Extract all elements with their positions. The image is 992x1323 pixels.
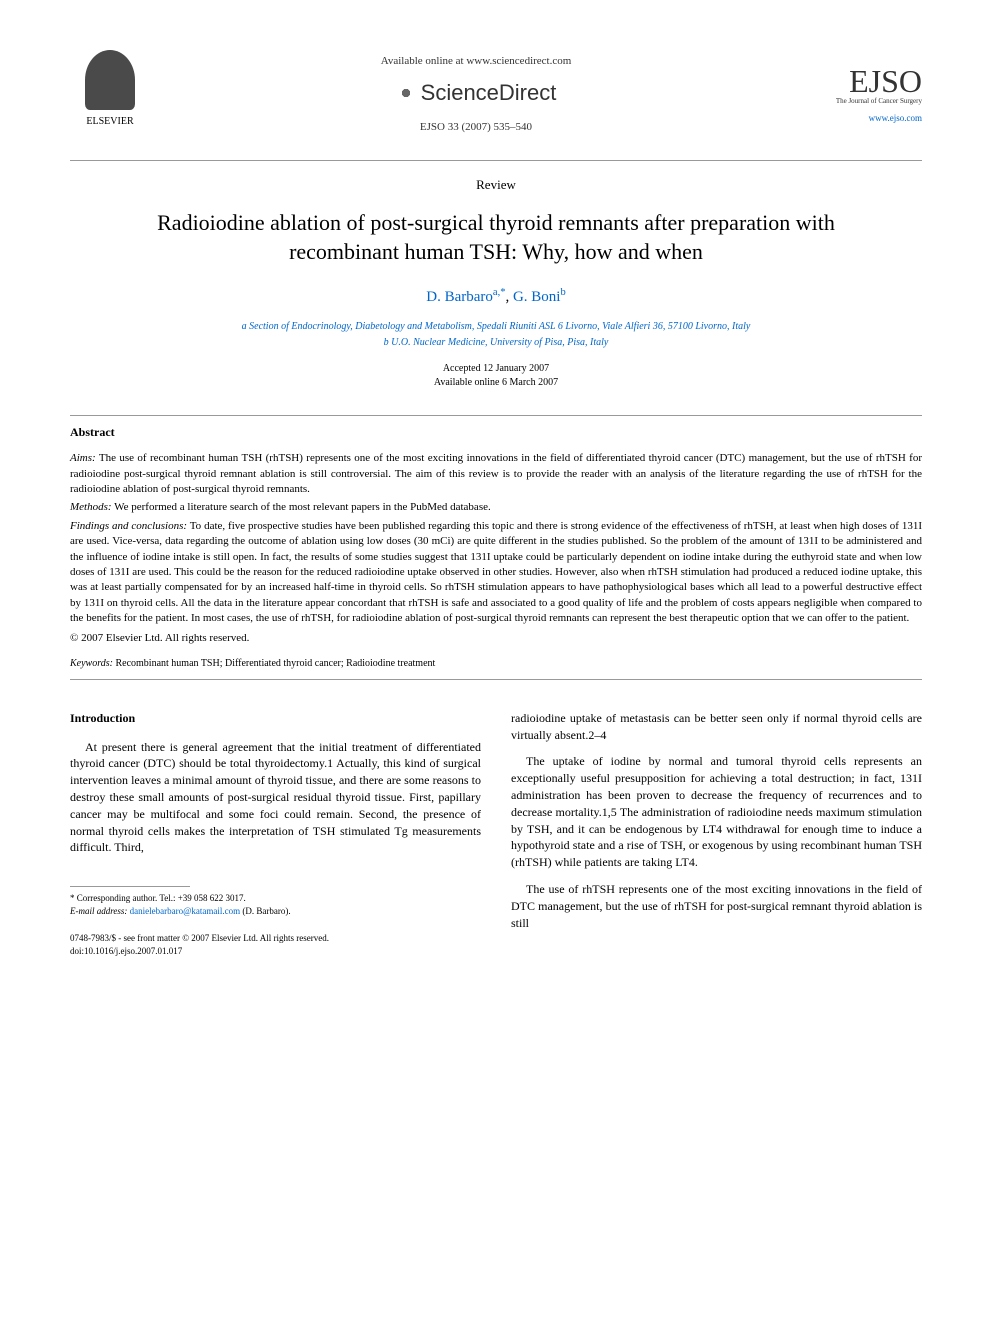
sciencedirect-text: ScienceDirect: [421, 78, 557, 109]
email-link[interactable]: danielebarbaro@katamail.com: [130, 906, 241, 916]
available-online-text: Available online at www.sciencedirect.co…: [150, 54, 802, 69]
authors: D. Barbaroa,*, G. Bonib: [70, 286, 922, 308]
methods-label: Methods:: [70, 501, 112, 513]
email-footnote: E-mail address: danielebarbaro@katamail.…: [70, 905, 481, 918]
author-2[interactable]: G. Boni: [513, 289, 561, 305]
abstract-findings: Findings and conclusions: To date, five …: [70, 519, 922, 627]
body-columns: Introduction At present there is general…: [70, 710, 922, 958]
ejso-text: EJSO: [802, 65, 922, 97]
email-label: E-mail address:: [70, 906, 127, 916]
journal-logo: EJSO The Journal of Cancer Surgery www.e…: [802, 65, 922, 124]
corresponding-footnote: * Corresponding author. Tel.: +39 058 62…: [70, 892, 481, 905]
aims-label: Aims:: [70, 452, 96, 464]
column-left: Introduction At present there is general…: [70, 710, 481, 958]
keywords-text: Recombinant human TSH; Differentiated th…: [113, 658, 435, 669]
online-date: Available online 6 March 2007: [70, 376, 922, 390]
abstract-bottom-divider: [70, 679, 922, 680]
intro-para-1: At present there is general agreement th…: [70, 739, 481, 857]
abstract-aims: Aims: The use of recombinant human TSH (…: [70, 451, 922, 497]
footer: 0748-7983/$ - see front matter © 2007 El…: [70, 932, 481, 957]
footer-line-2: doi:10.1016/j.ejso.2007.01.017: [70, 945, 481, 958]
elsevier-tree-icon: [85, 50, 135, 110]
abstract-methods: Methods: We performed a literature searc…: [70, 500, 922, 515]
aims-text: The use of recombinant human TSH (rhTSH)…: [70, 452, 922, 495]
methods-text: We performed a literature search of the …: [112, 501, 491, 513]
ejso-subtitle: The Journal of Cancer Surgery: [802, 97, 922, 107]
footer-line-1: 0748-7983/$ - see front matter © 2007 El…: [70, 932, 481, 945]
copyright: © 2007 Elsevier Ltd. All rights reserved…: [70, 631, 922, 646]
affiliation-b: b U.O. Nuclear Medicine, University of P…: [70, 336, 922, 350]
col2-para-2: The uptake of iodine by normal and tumor…: [511, 753, 922, 871]
abstract-top-divider: [70, 415, 922, 416]
col2-para-1: radioiodine uptake of metastasis can be …: [511, 710, 922, 744]
findings-label: Findings and conclusions:: [70, 520, 187, 532]
dates: Accepted 12 January 2007 Available onlin…: [70, 362, 922, 390]
sciencedirect-logo: ScienceDirect: [150, 78, 802, 109]
header-row: ELSEVIER Available online at www.science…: [70, 50, 922, 140]
center-header: Available online at www.sciencedirect.co…: [150, 54, 802, 136]
ejso-link[interactable]: www.ejso.com: [802, 112, 922, 125]
keywords: Keywords: Recombinant human TSH; Differe…: [70, 657, 922, 671]
col2-para-3: The use of rhTSH represents one of the m…: [511, 881, 922, 931]
elsevier-logo: ELSEVIER: [70, 50, 150, 140]
sciencedirect-icon: [396, 83, 416, 103]
article-type: Review: [70, 176, 922, 194]
abstract-heading: Abstract: [70, 424, 922, 441]
keywords-label: Keywords:: [70, 658, 113, 669]
email-suffix: (D. Barbaro).: [240, 906, 290, 916]
introduction-heading: Introduction: [70, 710, 481, 727]
column-right: radioiodine uptake of metastasis can be …: [511, 710, 922, 958]
citation: EJSO 33 (2007) 535–540: [150, 120, 802, 135]
accepted-date: Accepted 12 January 2007: [70, 362, 922, 376]
header-divider: [70, 160, 922, 161]
author-1-sup[interactable]: a,*: [493, 287, 506, 298]
findings-text: To date, five prospective studies have b…: [70, 520, 922, 624]
article-title: Radioiodine ablation of post-surgical th…: [70, 209, 922, 266]
affiliation-a: a Section of Endocrinology, Diabetology …: [70, 320, 922, 334]
footnote-divider: [70, 886, 190, 887]
author-2-sup[interactable]: b: [560, 287, 565, 298]
elsevier-label: ELSEVIER: [86, 115, 133, 129]
author-1[interactable]: D. Barbaro: [426, 289, 493, 305]
